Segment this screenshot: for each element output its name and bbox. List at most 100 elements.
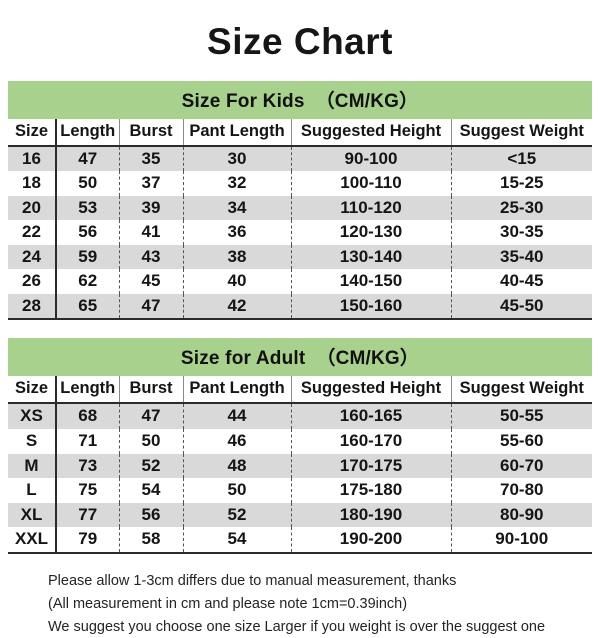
cell-length: 53 [55, 195, 119, 221]
cell-size: XL [8, 502, 56, 528]
col-header-size: Size [8, 118, 56, 147]
cell-size: 24 [8, 244, 56, 270]
cell-pant-length: 50 [182, 478, 291, 503]
table-row: 26 62 45 40 140-150 40-45 [8, 269, 592, 294]
cell-length: 65 [55, 293, 119, 321]
cell-burst: 50 [118, 429, 183, 454]
cell-length: 75 [55, 478, 119, 503]
cell-length: 62 [55, 269, 119, 294]
cell-length: 71 [55, 429, 119, 454]
cell-burst: 37 [118, 171, 183, 196]
cell-size: 22 [22, 222, 41, 242]
cell-suggest-weight: 80-90 [450, 502, 592, 528]
cell-pant-length: 34 [182, 195, 291, 221]
cell-burst: 56 [118, 502, 183, 528]
page-title: Size Chart [207, 21, 393, 62]
cell-suggest-weight: 50-55 [450, 403, 592, 429]
cell-size: M [8, 453, 56, 479]
table-row: 18 50 37 32 100-110 15-25 [8, 171, 592, 196]
table-row: S 71 50 46 160-170 55-60 [8, 429, 592, 454]
cell-pant-length: 48 [182, 453, 291, 479]
cell-size: L [26, 480, 37, 500]
measurement-notes: Please allow 1-3cm differs due to manual… [8, 554, 592, 638]
cell-burst: 47 [118, 293, 183, 321]
adult-size-table-block: Size for Adult （CM/KG） Size Length Burst… [8, 338, 592, 554]
size-chart-page: Size Chart Size For Kids （CM/KG） Size Le… [8, 21, 592, 635]
cell-burst: 45 [118, 269, 183, 294]
cell-suggested-height: 110-120 [290, 195, 451, 221]
cell-burst: 54 [118, 478, 183, 503]
cell-burst: 43 [118, 244, 183, 270]
col-header-pant-length: Pant Length [182, 118, 291, 147]
col-header-burst: Burst [118, 376, 183, 405]
cell-length: 68 [55, 403, 119, 429]
cell-size: XXL [8, 527, 56, 554]
note-line: Please allow 1-3cm differs due to manual… [48, 572, 457, 589]
note-line: (All measurement in cm and please note 1… [48, 595, 408, 612]
cell-suggested-height: 140-150 [290, 269, 451, 294]
kids-size-table-block: Size For Kids （CM/KG） Size Length Burst … [8, 80, 592, 321]
cell-pant-length: 38 [182, 244, 291, 270]
cell-suggested-height: 175-180 [290, 478, 451, 503]
cell-burst: 47 [118, 403, 183, 429]
cell-length: 50 [55, 171, 119, 196]
cell-pant-length: 36 [182, 220, 291, 245]
kids-table-body: 16 47 35 30 90-100 <15 18 50 37 32 100-110 15-25 20 5… [8, 145, 592, 321]
cell-pant-length: 52 [182, 502, 291, 528]
cell-size: 28 [8, 293, 56, 321]
cell-suggested-height: 130-140 [290, 244, 451, 270]
cell-burst: 58 [118, 527, 183, 554]
kids-table-head: Size Length Burst Pant Length Suggested … [8, 118, 592, 147]
col-header-suggested-height: Suggested Height [290, 376, 451, 405]
cell-suggest-weight: 30-35 [450, 220, 592, 245]
table-row: XS 68 47 44 160-165 50-55 [8, 403, 592, 429]
cell-suggest-weight: 45-50 [450, 293, 592, 321]
table-row: 24 59 43 38 130-140 35-40 [8, 244, 592, 270]
adult-table-body: XS 68 47 44 160-165 50-55 S 71 50 46 160-170 55-60 M… [8, 403, 592, 554]
cell-size: S [25, 431, 38, 450]
cell-size: 16 [8, 145, 56, 172]
col-header-length: Length [55, 376, 119, 405]
cell-suggest-weight: 25-30 [450, 195, 592, 221]
cell-suggest-weight: <15 [450, 145, 592, 172]
note-line: We suggest you choose one size Larger if… [48, 618, 546, 635]
cell-suggested-height: 100-110 [290, 171, 451, 196]
cell-pant-length: 44 [182, 403, 291, 429]
cell-suggested-height: 160-170 [290, 429, 451, 454]
col-header-suggest-weight: Suggest Weight [450, 118, 592, 147]
col-header-length: Length [55, 118, 119, 147]
cell-size: XS [8, 403, 56, 429]
cell-suggest-weight: 70-80 [450, 478, 592, 503]
adult-table-banner: Size for Adult （CM/KG） [8, 338, 592, 377]
cell-size: 18 [22, 173, 41, 193]
cell-suggested-height: 160-165 [290, 403, 451, 429]
col-header-suggested-height: Suggested Height [290, 118, 451, 147]
cell-pant-length: 30 [182, 145, 291, 172]
table-row: XL 77 56 52 180-190 80-90 [8, 502, 592, 528]
adult-header-row: Size Length Burst Pant Length Suggested … [8, 376, 592, 405]
cell-suggest-weight: 15-25 [450, 171, 592, 196]
cell-suggest-weight: 35-40 [450, 244, 592, 270]
col-header-burst: Burst [118, 118, 183, 147]
cell-burst: 41 [118, 220, 183, 245]
table-row: 16 47 35 30 90-100 <15 [8, 145, 592, 172]
cell-suggested-height: 150-160 [290, 293, 451, 321]
cell-suggested-height: 90-100 [290, 145, 451, 172]
col-header-size: Size [8, 376, 56, 405]
cell-suggest-weight: 40-45 [450, 269, 592, 294]
cell-pant-length: 46 [182, 429, 291, 454]
cell-size: 26 [22, 271, 41, 291]
cell-burst: 39 [118, 195, 183, 221]
cell-suggested-height: 170-175 [290, 453, 451, 479]
cell-pant-length: 54 [182, 527, 291, 554]
cell-suggest-weight: 55-60 [450, 429, 592, 454]
table-row: XXL 79 58 54 190-200 90-100 [8, 527, 592, 554]
cell-length: 56 [55, 220, 119, 245]
cell-length: 73 [55, 453, 119, 479]
table-row: M 73 52 48 170-175 60-70 [8, 453, 592, 479]
kids-table-banner: Size For Kids （CM/KG） [8, 80, 592, 119]
cell-size: 20 [8, 195, 56, 221]
kids-size-table: Size Length Burst Pant Length Suggested … [8, 118, 592, 321]
table-row: 28 65 47 42 150-160 45-50 [8, 293, 592, 321]
cell-length: 79 [55, 527, 119, 554]
